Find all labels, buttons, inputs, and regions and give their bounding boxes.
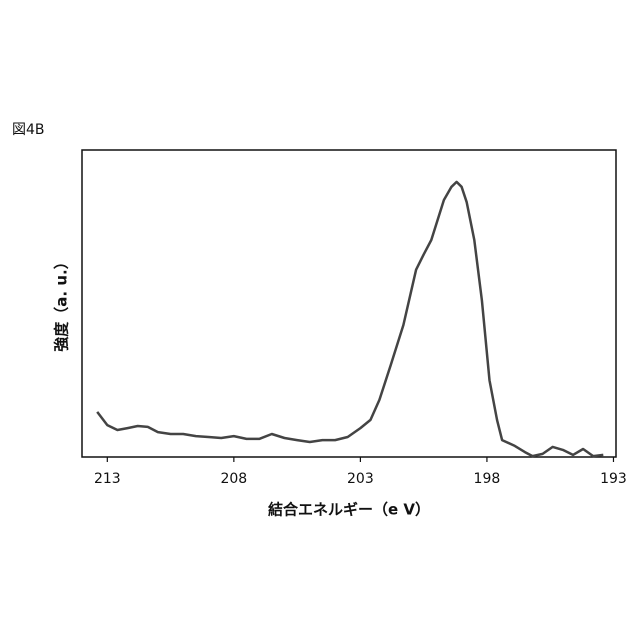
- chart: 図4B 結合エネルギー（e V） 強度（a. u.） 213 208 203 198 1…: [0, 0, 640, 640]
- x-tick-label: 193: [600, 471, 627, 487]
- x-axis-label: 結合エネルギー（e V）: [268, 501, 430, 519]
- y-axis-label: 強度（a. u.）: [53, 254, 71, 351]
- x-tick-label: 213: [94, 471, 121, 487]
- x-tick-label: 203: [347, 471, 374, 487]
- spectrum-line: [97, 182, 603, 456]
- chart-title: 図4B: [12, 122, 45, 138]
- plot-frame: [82, 150, 616, 457]
- x-tick-label: 198: [474, 471, 501, 487]
- x-tick-label: 208: [220, 471, 247, 487]
